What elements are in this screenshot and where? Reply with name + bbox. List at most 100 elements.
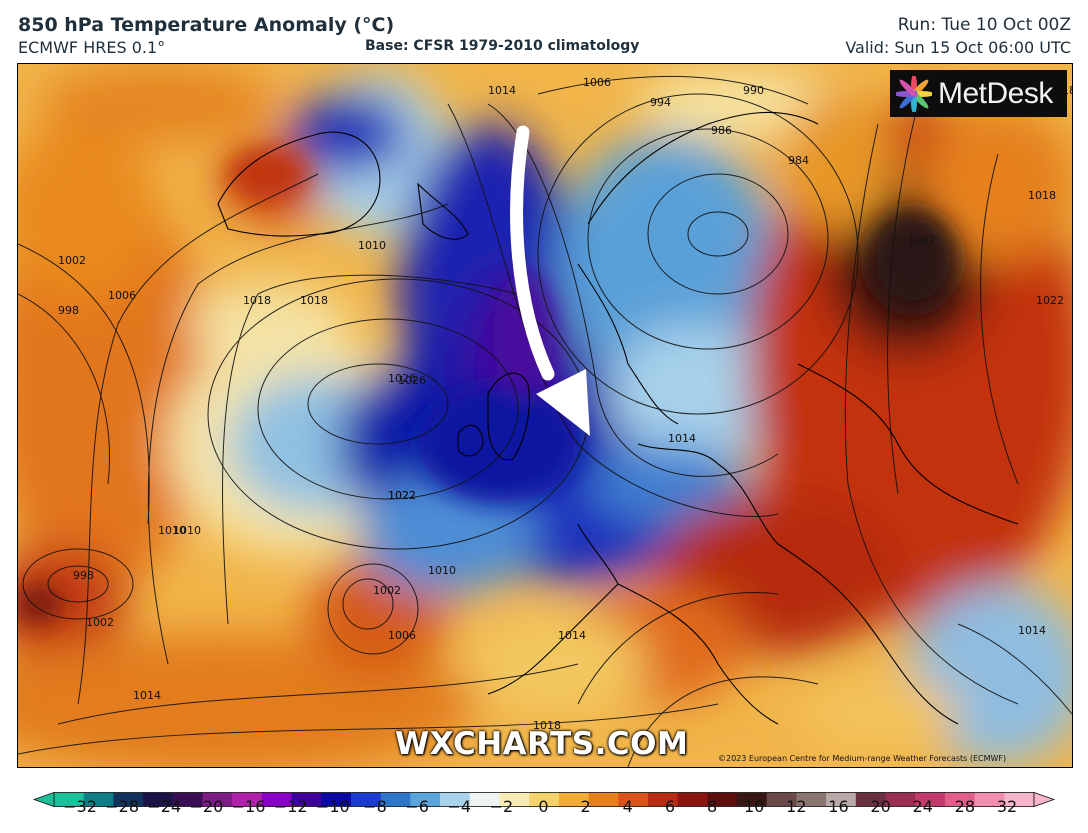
base-climatology-label: Base: CFSR 1979-2010 climatology xyxy=(365,38,640,54)
isobar-label: 1014 xyxy=(133,689,161,702)
colorbar-cell xyxy=(558,792,590,807)
colorbar-cell xyxy=(1004,792,1035,807)
colorbar-cell xyxy=(113,792,144,807)
isobar-label: 1014 xyxy=(558,629,586,642)
isobar-lines xyxy=(18,76,1072,767)
isobar-label: 1022 xyxy=(1036,294,1064,307)
colorbar-cell xyxy=(677,792,708,807)
colorbar-tick-label: 20 xyxy=(870,797,891,816)
isobar-label: 1018 xyxy=(243,294,271,307)
colorbar-tick-label: −12 xyxy=(273,797,308,816)
flow-arrow xyxy=(510,125,590,436)
colorbar-tick-label: 4 xyxy=(622,797,633,816)
colorbar-cell xyxy=(172,792,203,807)
colorbar-tick-label: 0 xyxy=(538,797,549,816)
flow-arrow-head xyxy=(536,369,590,436)
isobar-label: 1010 xyxy=(358,239,386,252)
colorbar-cell xyxy=(529,792,560,807)
isobar-label: 1014 xyxy=(488,84,516,97)
isobar-label: 1018 xyxy=(1028,189,1056,202)
colorbar-tick-label: 32 xyxy=(996,797,1018,816)
colorbar-cell xyxy=(143,792,174,807)
logo-text: MetDesk xyxy=(938,76,1053,110)
anomaly-detail xyxy=(18,149,958,624)
isobar-label: 1006 xyxy=(108,289,136,302)
isobar-label: 1002 xyxy=(58,254,86,267)
colorbar-tick-label: −10 xyxy=(315,797,350,816)
isobar-label: 994 xyxy=(650,96,671,109)
colorbar-tick-label: 16 xyxy=(828,797,849,816)
colorbar-tick-label: 8 xyxy=(706,797,718,816)
metdesk-flower-icon xyxy=(896,75,932,112)
colorbar-cell xyxy=(885,792,916,807)
colorbar-cell xyxy=(499,792,530,807)
colorbar-max-arrow xyxy=(1033,791,1056,808)
isobar-label: 1022 xyxy=(388,489,416,502)
isobar-label: 1002 xyxy=(908,234,936,247)
metdesk-logo: MetDesk xyxy=(890,70,1067,117)
colorbar-cell xyxy=(707,792,738,807)
valid-time-label: Valid: Sun 15 Oct 06:00 UTC xyxy=(845,38,1071,57)
colorbar-tick-label: −28 xyxy=(105,797,140,816)
colorbar-cell xyxy=(944,792,976,807)
colorbar-tick-label: −6 xyxy=(405,797,429,816)
map-canvas: 1026 1018 1010 1014 1006 994 990 986 984 998 1002 1… xyxy=(18,64,1072,767)
colorbar-cell xyxy=(350,792,382,807)
chart-title: 850 hPa Temperature Anomaly (°C) xyxy=(18,14,395,36)
colorbar-tick-label: −20 xyxy=(189,797,224,816)
colorbar-cell xyxy=(321,792,352,807)
colorbar-cell xyxy=(232,792,263,807)
copyright-text: ©2023 European Centre for Medium-range W… xyxy=(718,754,1007,763)
colorbar-tick-label: −8 xyxy=(363,797,387,816)
colorbar-tick-label: 6 xyxy=(664,797,675,816)
isobar-label: 1026 xyxy=(398,374,426,387)
colorbar-cell xyxy=(618,792,649,807)
isobar-label: 986 xyxy=(711,124,732,137)
isobar-label: 990 xyxy=(743,84,764,97)
coastlines xyxy=(217,111,1019,725)
colorbar-cell xyxy=(796,792,827,807)
isobar-label: 1002 xyxy=(86,616,114,629)
colorbar-cell xyxy=(915,792,946,807)
isobar-label: 1010 xyxy=(428,564,456,577)
colorbar-cell xyxy=(826,792,857,807)
colorbar xyxy=(32,791,1056,808)
isobar-label: 1014 xyxy=(668,432,696,445)
isobar-label: 1026 xyxy=(388,372,416,385)
colorbar-cell xyxy=(974,792,1005,807)
watermark: WXCHARTS.COM xyxy=(395,726,689,762)
anomaly-map: 1026 1018 1010 1014 1006 994 990 986 984 998 1002 1… xyxy=(17,63,1073,768)
isobar-label: 1022 xyxy=(388,489,416,502)
colorbar-cell xyxy=(54,792,85,807)
colorbar-cell xyxy=(766,792,797,807)
colorbar-cell xyxy=(588,792,619,807)
colorbar-tick-label: 12 xyxy=(786,797,807,816)
isobar-label: 998 xyxy=(73,569,94,582)
isobar-label: 1014 xyxy=(1018,624,1046,637)
colorbar-tick-label: 2 xyxy=(580,797,591,816)
colorbar-cell xyxy=(380,792,411,807)
isobar-label: 1018 xyxy=(300,294,328,307)
isobar-label: 1010 xyxy=(158,524,186,537)
colorbar-tick-label: 24 xyxy=(912,797,933,816)
colorbar-tick-label: 10 xyxy=(743,797,765,816)
colorbar-tick-label: 28 xyxy=(954,797,976,816)
run-time-label: Run: Tue 10 Oct 00Z xyxy=(897,15,1071,35)
isobar-label: 1006 xyxy=(388,629,416,642)
isobar-label: 984 xyxy=(788,154,809,167)
isobar-label-group: 1026 1018 1010 1014 1006 994 990 986 984 998 1002 1… xyxy=(58,76,1072,732)
colorbar-cell xyxy=(440,792,471,807)
colorbar-cell xyxy=(737,792,768,807)
colorbar-cell xyxy=(83,792,114,807)
colorbar-tick-label: −24 xyxy=(147,797,182,816)
colorbar-cell xyxy=(855,792,887,807)
isobar-label: 1002 xyxy=(373,584,401,597)
colorbar-min-arrow xyxy=(32,791,55,808)
colorbar-cell xyxy=(647,792,679,807)
isobar-label: 998 xyxy=(58,304,79,317)
colorbar-cell xyxy=(469,792,500,807)
colorbar-tick-label: −2 xyxy=(489,797,514,816)
colorbar-cell xyxy=(261,792,293,807)
colorbar-cell xyxy=(410,792,441,807)
isobar-label: 1006 xyxy=(583,76,611,89)
